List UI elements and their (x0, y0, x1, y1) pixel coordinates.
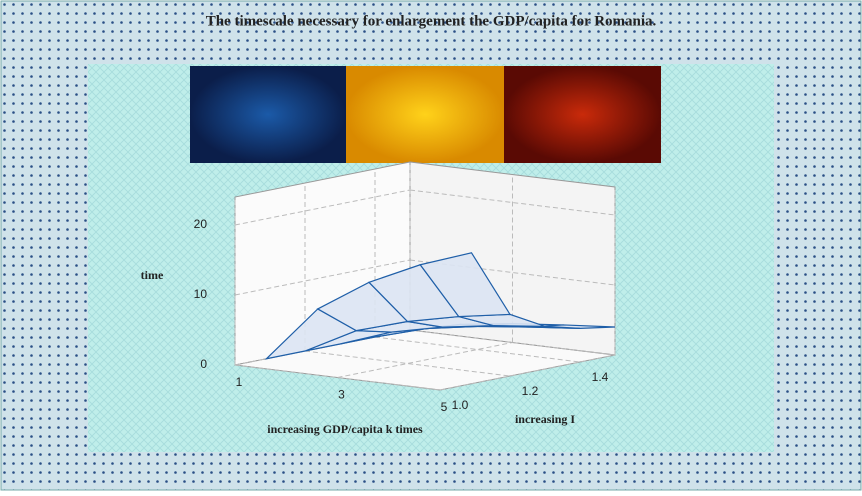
z-tick-label: 20 (194, 217, 208, 231)
flag-yellow (346, 66, 504, 163)
x-axis-label: increasing GDP/capita k times (267, 422, 423, 436)
y-tick-label: 1.2 (522, 384, 539, 398)
z-tick-label: 10 (194, 287, 208, 301)
chart-title: The timescale necessary for enlargement … (206, 13, 657, 29)
chart: The timescale necessary for enlargement … (0, 0, 862, 491)
y-tick-label: 1.0 (452, 398, 469, 412)
flag-blue (190, 66, 346, 163)
x-tick-label: 1 (236, 375, 243, 389)
x-tick-label: 5 (441, 400, 448, 414)
z-tick-label: 0 (200, 357, 207, 371)
y-axis-label: increasing I (515, 412, 575, 426)
y-tick-label: 1.4 (592, 370, 609, 384)
z-axis-label: time (141, 268, 164, 282)
flag-red (504, 66, 661, 163)
x-tick-label: 3 (338, 388, 345, 402)
